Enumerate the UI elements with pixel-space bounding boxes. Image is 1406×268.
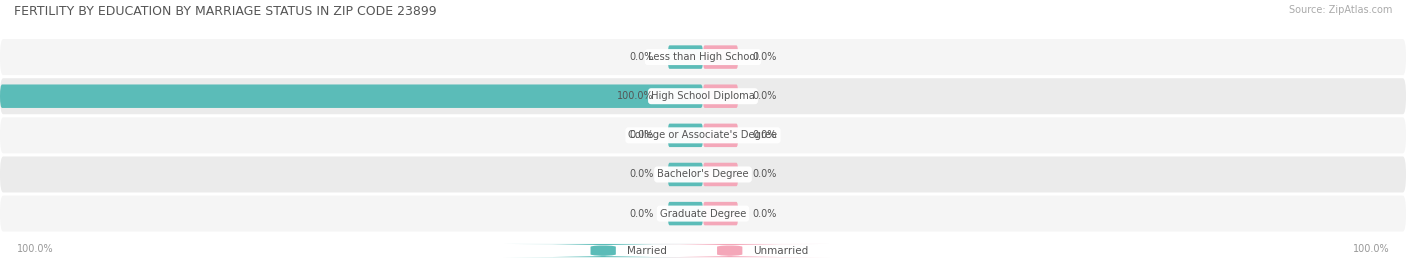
Text: 0.0%: 0.0%: [630, 130, 654, 140]
Text: High School Diploma: High School Diploma: [651, 91, 755, 101]
Text: 0.0%: 0.0%: [752, 91, 776, 101]
Text: 0.0%: 0.0%: [752, 52, 776, 62]
FancyBboxPatch shape: [703, 202, 738, 225]
Text: Unmarried: Unmarried: [754, 245, 808, 256]
Text: College or Associate's Degree: College or Associate's Degree: [628, 130, 778, 140]
FancyBboxPatch shape: [668, 45, 703, 69]
Text: 100.0%: 100.0%: [1353, 244, 1389, 254]
FancyBboxPatch shape: [0, 157, 1406, 192]
FancyBboxPatch shape: [703, 45, 738, 69]
Text: 0.0%: 0.0%: [630, 209, 654, 219]
FancyBboxPatch shape: [668, 163, 703, 186]
FancyBboxPatch shape: [0, 117, 1406, 153]
FancyBboxPatch shape: [703, 84, 738, 108]
FancyBboxPatch shape: [703, 163, 738, 186]
Text: Bachelor's Degree: Bachelor's Degree: [657, 169, 749, 180]
FancyBboxPatch shape: [0, 84, 703, 108]
FancyBboxPatch shape: [703, 124, 738, 147]
Text: 0.0%: 0.0%: [630, 169, 654, 180]
FancyBboxPatch shape: [0, 196, 1406, 232]
FancyBboxPatch shape: [503, 244, 703, 257]
Text: FERTILITY BY EDUCATION BY MARRIAGE STATUS IN ZIP CODE 23899: FERTILITY BY EDUCATION BY MARRIAGE STATU…: [14, 5, 437, 18]
Text: Less than High School: Less than High School: [648, 52, 758, 62]
Text: 0.0%: 0.0%: [752, 130, 776, 140]
FancyBboxPatch shape: [668, 124, 703, 147]
Text: Married: Married: [627, 245, 666, 256]
FancyBboxPatch shape: [0, 78, 1406, 114]
FancyBboxPatch shape: [668, 202, 703, 225]
FancyBboxPatch shape: [0, 39, 1406, 75]
Text: Source: ZipAtlas.com: Source: ZipAtlas.com: [1288, 5, 1392, 15]
Text: 0.0%: 0.0%: [630, 52, 654, 62]
Text: 100.0%: 100.0%: [617, 91, 654, 101]
Text: Graduate Degree: Graduate Degree: [659, 209, 747, 219]
Text: 0.0%: 0.0%: [752, 169, 776, 180]
Text: 100.0%: 100.0%: [17, 244, 53, 254]
Text: 0.0%: 0.0%: [752, 209, 776, 219]
FancyBboxPatch shape: [630, 244, 830, 257]
